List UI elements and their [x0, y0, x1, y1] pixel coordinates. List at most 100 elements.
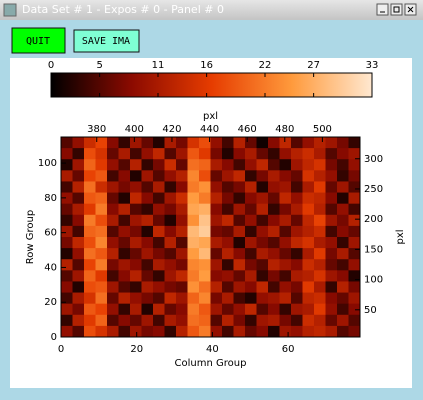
heat-cell: [187, 170, 200, 182]
heat-cell: [72, 192, 85, 205]
heat-cell: [95, 214, 108, 227]
button-face[interactable]: [11, 27, 66, 54]
heat-cell: [176, 292, 188, 305]
heat-cell: [268, 192, 280, 205]
heat-cell: [256, 303, 269, 316]
heat-cell: [130, 170, 142, 182]
heat-cell: [337, 281, 349, 293]
heat-cell: [164, 192, 177, 205]
heat-cell: [153, 214, 165, 227]
heat-cell: [314, 314, 326, 327]
heat-cell: [61, 148, 73, 160]
heat-cell: [268, 281, 280, 293]
heat-cell: [118, 281, 131, 293]
heat-cell: [210, 248, 223, 260]
heat-cell: [302, 325, 315, 338]
heat-cell: [210, 259, 223, 271]
heat-cell: [222, 192, 234, 205]
heat-cell: [291, 170, 303, 182]
heat-cell: [210, 237, 223, 249]
heat-cell: [164, 303, 177, 316]
heat-cell: [314, 325, 326, 338]
heat-cell: [256, 181, 269, 193]
heat-cell: [118, 292, 131, 305]
heat-cell: [199, 170, 211, 182]
heat-cell: [268, 314, 280, 327]
quit-button[interactable]: QUIT: [11, 27, 66, 54]
heat-cell: [187, 214, 200, 227]
heat-cell: [153, 248, 165, 260]
colorbar-tick-label: 22: [259, 60, 272, 71]
heat-cell: [95, 137, 108, 149]
heat-cell: [153, 181, 165, 193]
heat-cell: [325, 270, 338, 282]
heat-cell: [107, 148, 119, 160]
heat-cell: [222, 170, 234, 182]
heat-cell: [199, 159, 211, 171]
heat-cell: [107, 225, 119, 238]
heat-cell: [268, 325, 280, 338]
heat-cell: [314, 292, 326, 305]
heat-cell: [199, 248, 211, 260]
heat-cell: [199, 192, 211, 205]
heat-cell: [84, 281, 96, 293]
heat-cell: [291, 270, 303, 282]
heat-cell: [222, 248, 234, 260]
heat-cell: [95, 170, 108, 182]
heat-cell: [84, 270, 96, 282]
heat-cell: [164, 292, 177, 305]
heat-cell: [325, 237, 338, 249]
heat-cell: [187, 281, 200, 293]
heat-cell: [95, 159, 108, 171]
heat-cell: [153, 259, 165, 271]
x2-tick-label: 420: [162, 124, 181, 135]
heat-cell: [141, 325, 154, 338]
heat-cell: [164, 148, 177, 160]
heat-cell: [141, 181, 154, 193]
heat-cell: [302, 203, 315, 216]
heat-cell: [337, 159, 349, 171]
button-label[interactable]: SAVE IMA: [82, 36, 130, 47]
heat-cell: [279, 281, 292, 293]
heat-cell: [84, 259, 96, 271]
heat-cell: [118, 203, 131, 216]
button-face[interactable]: [73, 29, 140, 53]
heat-cell: [348, 148, 361, 160]
heat-cell: [153, 203, 165, 216]
x2-tick-label: 480: [275, 124, 294, 135]
heat-cell: [141, 159, 154, 171]
heat-cell: [233, 148, 246, 160]
heat-cell: [314, 203, 326, 216]
heat-cell: [279, 159, 292, 171]
heat-cell: [291, 214, 303, 227]
y2-tick-label: 200: [364, 214, 383, 225]
heat-cell: [141, 214, 154, 227]
heat-cell: [291, 314, 303, 327]
heat-cell: [222, 203, 234, 216]
heat-cell: [164, 225, 177, 238]
x-tick-label: 20: [130, 344, 143, 355]
heat-cell: [291, 325, 303, 338]
maximize-button[interactable]: [390, 3, 403, 16]
heat-cell: [130, 325, 142, 338]
heat-cell: [61, 292, 73, 305]
save-button[interactable]: SAVE IMA: [73, 29, 140, 53]
button-label[interactable]: QUIT: [26, 36, 50, 47]
heat-cell: [130, 192, 142, 205]
x2-axis-label: pxl: [203, 111, 218, 122]
minimize-button[interactable]: [376, 3, 389, 16]
heat-cell: [348, 314, 361, 327]
heat-cell: [72, 303, 85, 316]
heat-cell: [325, 259, 338, 271]
heat-cell: [279, 303, 292, 316]
heat-cell: [233, 270, 246, 282]
heat-cell: [245, 281, 257, 293]
heat-cell: [164, 214, 177, 227]
heat-cell: [348, 325, 361, 338]
heat-cell: [222, 259, 234, 271]
heat-cell: [72, 248, 85, 260]
heat-cell: [210, 148, 223, 160]
colorbar-tick-label: 5: [96, 60, 102, 71]
heat-cell: [187, 292, 200, 305]
heat-cell: [210, 225, 223, 238]
